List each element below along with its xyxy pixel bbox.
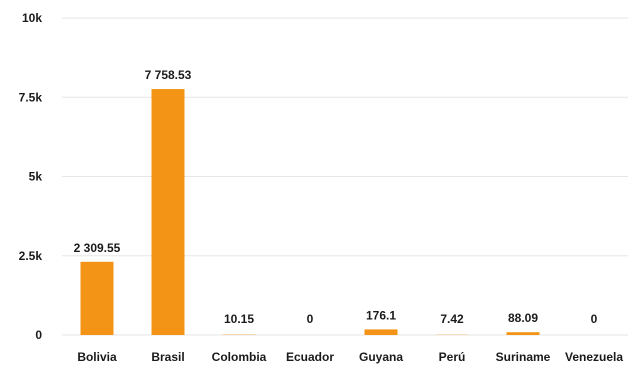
data-label-brasil: 7 758.53: [145, 68, 192, 82]
bar-suriname[interactable]: [506, 332, 540, 335]
category-label-perú: Perú: [439, 350, 466, 364]
category-label-venezuela: Venezuela: [565, 350, 623, 364]
y-tick-label-1: 2.5k: [19, 249, 43, 263]
data-labels: 2 309.55 7 758.53 10.15 0 176.1 7.42 88.09 0: [74, 68, 598, 326]
y-tick-label-2: 5k: [29, 170, 43, 184]
category-label-guyana: Guyana: [359, 350, 403, 364]
category-label-brasil: Brasil: [151, 350, 184, 364]
y-tick-label-0: 0: [35, 328, 42, 342]
data-label-guyana: 176.1: [366, 308, 396, 322]
category-label-colombia: Colombia: [212, 350, 267, 364]
category-label-ecuador: Ecuador: [286, 350, 334, 364]
data-label-bolivia: 2 309.55: [74, 241, 121, 255]
data-label-ecuador: 0: [307, 312, 314, 326]
data-label-colombia: 10.15: [224, 312, 254, 326]
y-tick-label-3: 7.5k: [19, 90, 43, 104]
category-label-suriname: Suriname: [496, 350, 551, 364]
bar-brasil[interactable]: [151, 89, 185, 335]
bar-guyana[interactable]: [364, 329, 398, 335]
data-label-perú: 7.42: [440, 312, 464, 326]
x-axis-category-labels: Bolivia Brasil Colombia Ecuador Guyana Perú Su…: [77, 350, 623, 364]
data-label-venezuela: 0: [591, 312, 598, 326]
bar-bolivia[interactable]: [80, 261, 114, 335]
grid-lines: [62, 17, 628, 336]
bars: [80, 89, 540, 335]
y-axis-tick-labels: 0 2.5k 5k 7.5k 10k: [19, 11, 43, 342]
data-label-suriname: 88.09: [508, 311, 538, 325]
category-label-bolivia: Bolivia: [77, 350, 117, 364]
y-tick-label-4: 10k: [22, 11, 42, 25]
